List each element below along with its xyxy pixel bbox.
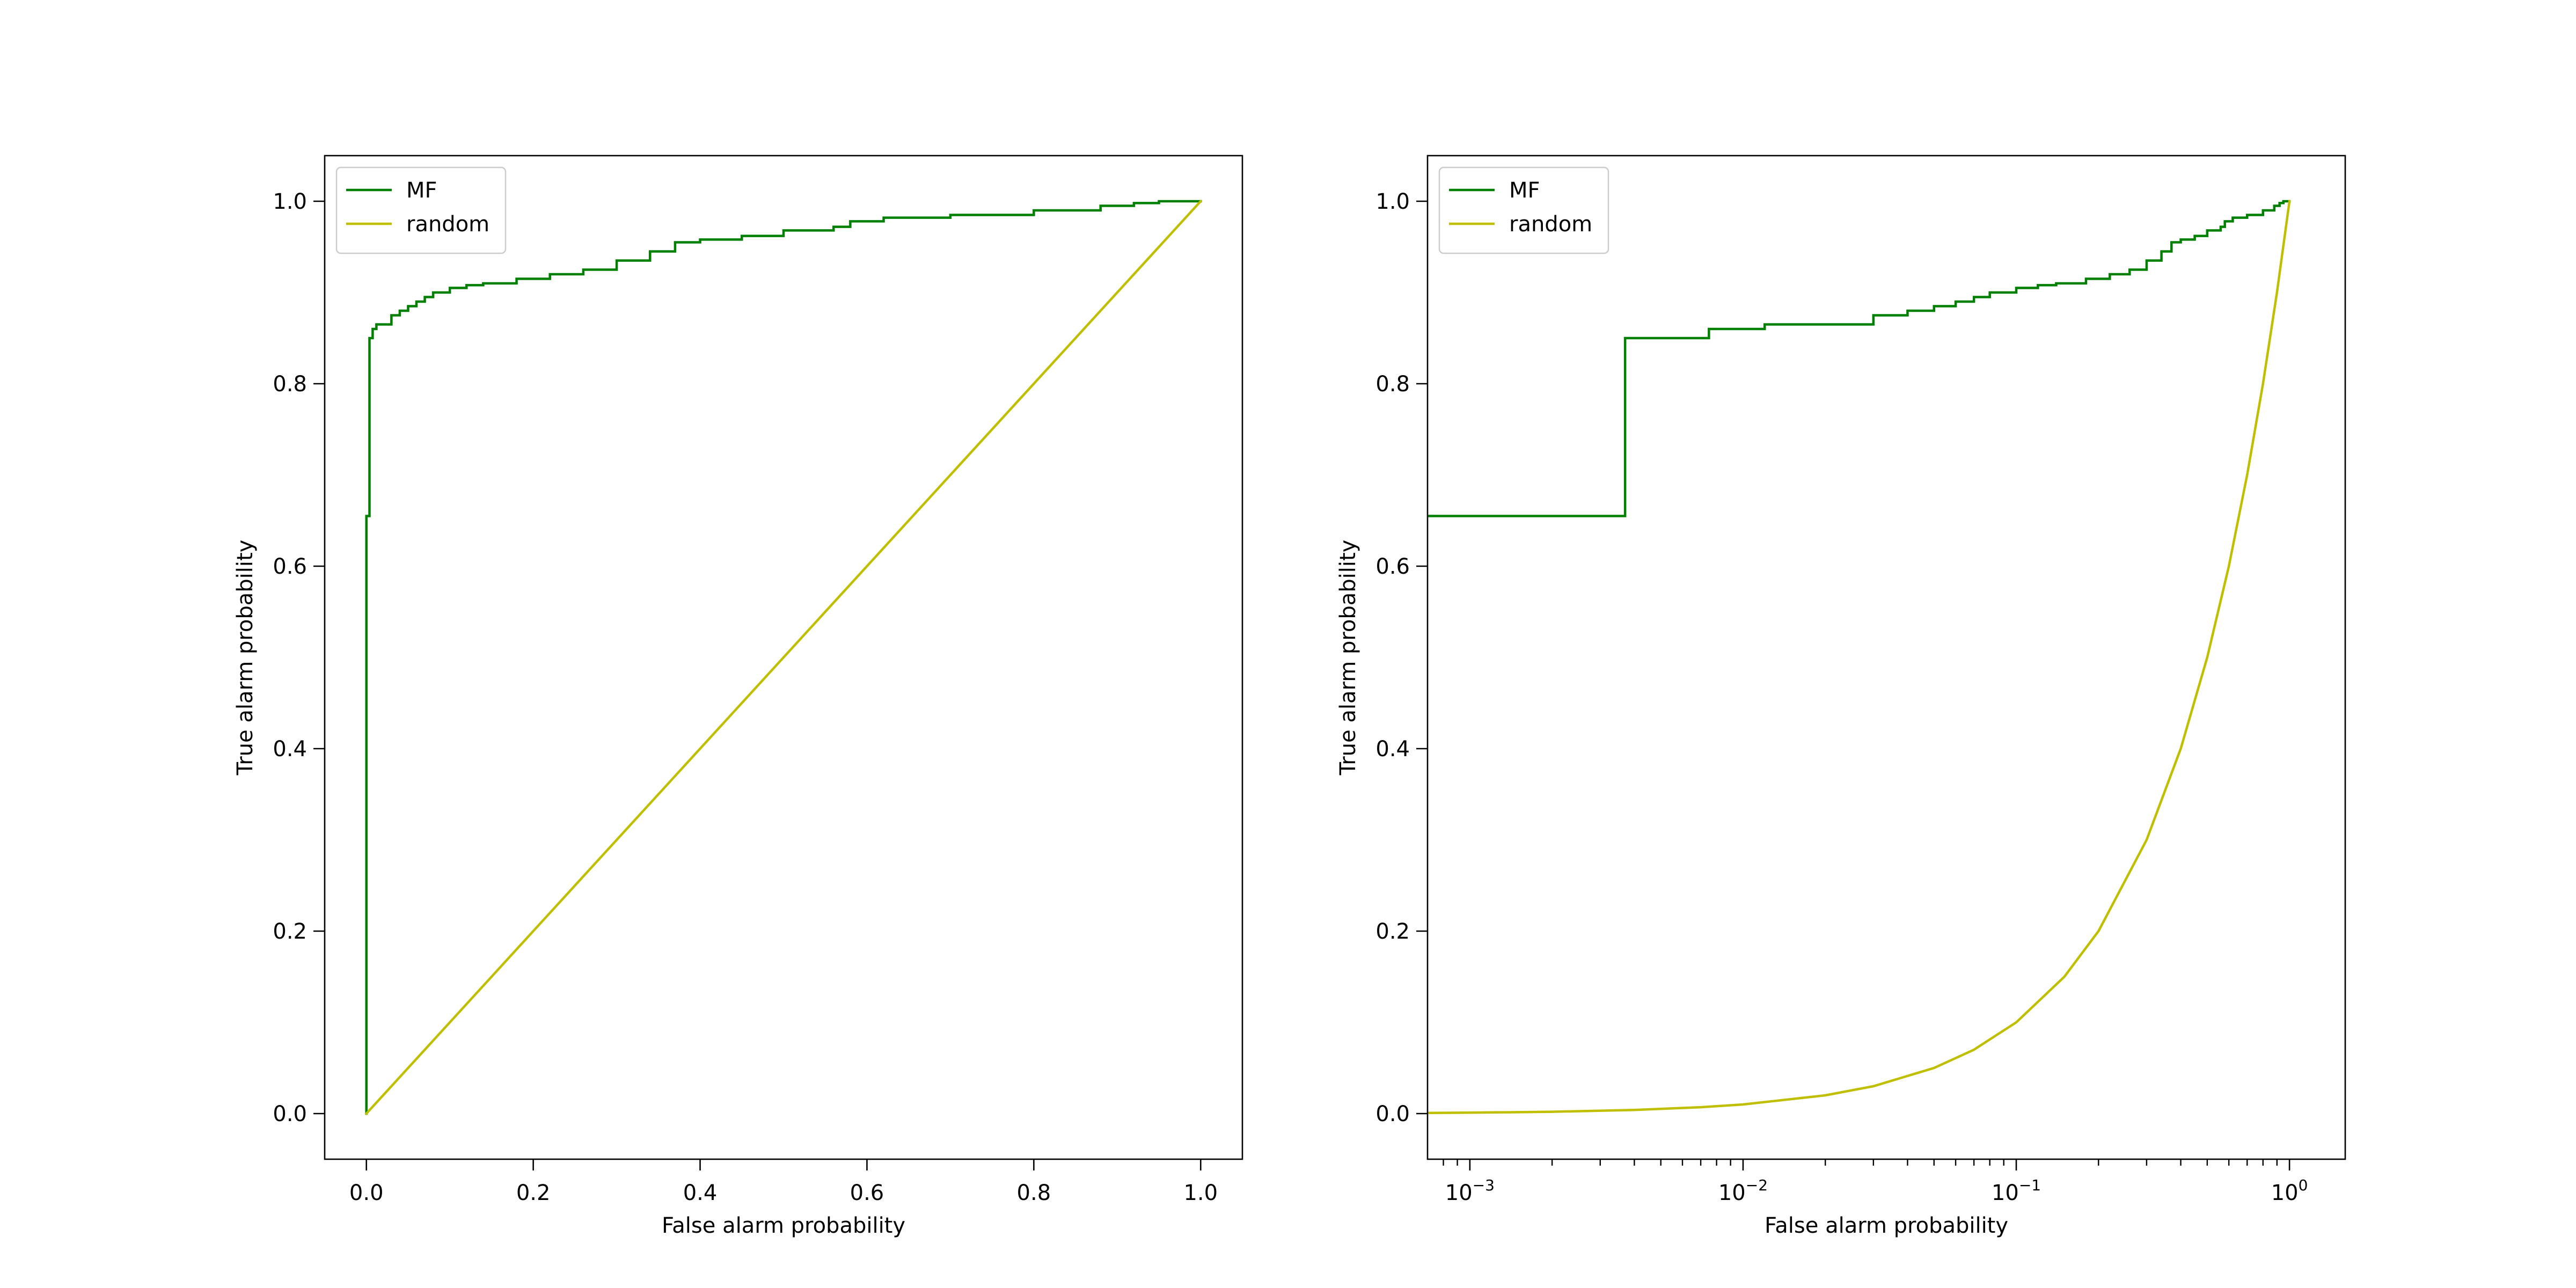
y-tick-label: 0.0: [1375, 1102, 1410, 1126]
axes-frame: [324, 155, 1243, 1160]
x-tick-label: 0.4: [683, 1181, 718, 1205]
y-tick-label: 0.6: [273, 554, 307, 579]
log-roc-panel: 10−3 10−2 10−1 100 0.0 0.2 0.4 0.6 0.8 1.0 False a…: [1336, 155, 2346, 1238]
y-tick-label: 1.0: [273, 189, 307, 214]
series-line-mf: [1428, 200, 2291, 517]
linear-roc-panel: 0.0 0.2 0.4 0.6 0.8 1.0 0.0 0.2 0.4 0.6 0.8 1.0 Fals…: [233, 155, 1243, 1238]
legend-label: MF: [406, 178, 437, 203]
y-tick-label: 0.8: [273, 372, 307, 397]
y-tick-label: 1.0: [1375, 189, 1410, 214]
y-axis-label: True alarm probability: [233, 540, 258, 776]
x-tick-label: 0.8: [1017, 1181, 1051, 1205]
x-tick-label: 1.0: [1183, 1181, 1218, 1205]
plot-area: [1428, 200, 2291, 1115]
x-tick-label: 10−1: [1992, 1176, 2041, 1205]
y-tick-label: 0.0: [273, 1102, 307, 1126]
axes-frame: [1426, 155, 2346, 1160]
x-axis-label: False alarm probability: [662, 1213, 905, 1238]
y-tick-label: 0.8: [1375, 372, 1410, 397]
plot-area: [364, 199, 1203, 1116]
x-tick-label: 0.2: [516, 1181, 551, 1205]
y-tick-label: 0.6: [1375, 554, 1410, 579]
series-line-mf: [365, 200, 1202, 1115]
series-line-random: [364, 199, 1203, 1116]
x-tick-label: 0.6: [850, 1181, 884, 1205]
x-tick-label: 0.0: [349, 1181, 384, 1205]
y-tick-label: 0.2: [273, 919, 307, 944]
legend-label: MF: [1509, 178, 1540, 203]
x-tick-label: 10−3: [1445, 1176, 1495, 1205]
y-tick-label: 0.2: [1375, 919, 1410, 944]
x-tick-label: 10−2: [1718, 1176, 1768, 1205]
legend-label: random: [1509, 212, 1592, 237]
y-tick-label: 0.4: [1375, 737, 1410, 762]
legend: MF random: [1438, 166, 1609, 254]
legend: MF random: [335, 166, 507, 254]
x-axis-label: False alarm probability: [1765, 1213, 2008, 1238]
series-line-random: [1428, 200, 2291, 1115]
y-axis-label: True alarm probability: [1336, 540, 1360, 776]
x-tick-label: 100: [2271, 1176, 2308, 1205]
y-tick-label: 0.4: [273, 737, 307, 762]
legend-label: random: [406, 212, 489, 237]
